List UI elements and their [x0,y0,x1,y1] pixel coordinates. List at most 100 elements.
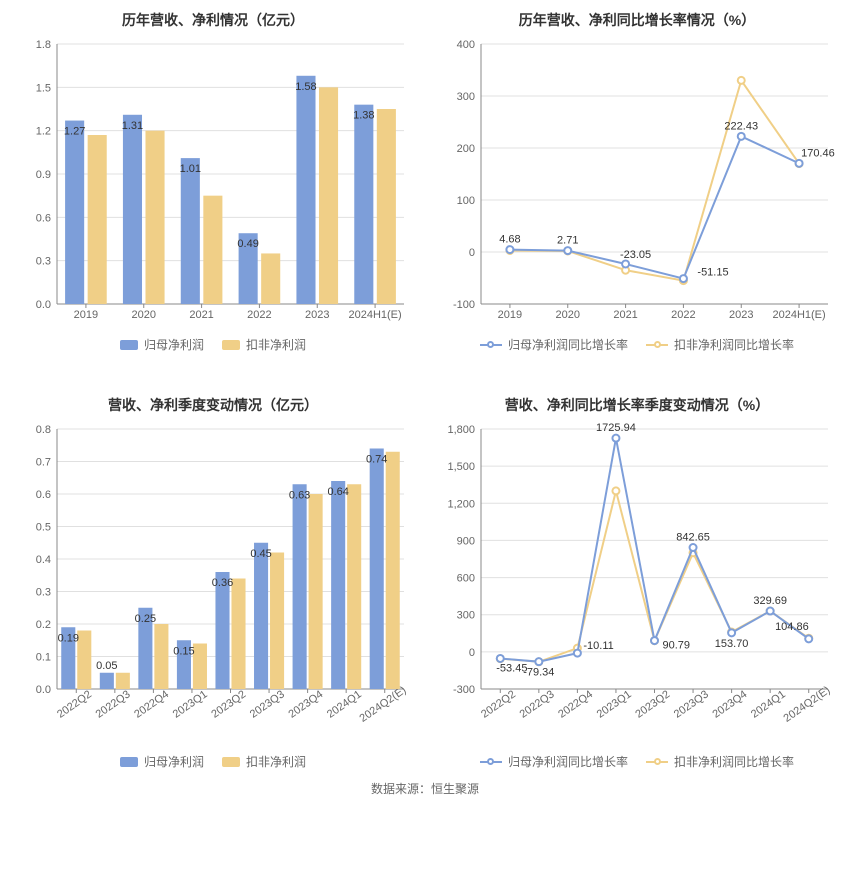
legend: 归母净利润同比增长率扣非净利润同比增长率 [480,753,794,770]
x-tick-label: 2023Q1 [594,688,633,720]
series-marker [737,77,744,84]
x-tick-label: 2022 [671,309,695,321]
bar [77,631,91,690]
x-tick-label: 2020 [555,309,579,321]
svg-text:300: 300 [456,610,474,622]
legend-swatch [646,757,668,767]
legend-label: 扣非净利润同比增长率 [674,753,794,770]
bar-value-label: 0.19 [57,632,78,644]
panel-quarterly-growth: 营收、净利同比增长率季度变动情况（%） -30003006009001,2001… [430,395,844,770]
svg-text:0.0: 0.0 [35,684,50,696]
svg-text:0.6: 0.6 [35,489,50,501]
legend: 归母净利润同比增长率 扣非净利润同比增长率 [480,336,794,353]
svg-text:0: 0 [468,247,474,259]
panel-quarterly-values: 营收、净利季度变动情况（亿元） 0.00.10.20.30.40.50.60.7… [6,395,420,770]
series-marker [612,435,619,442]
x-tick-label: 2024Q2(E) [781,684,832,725]
svg-text:0.6: 0.6 [35,212,50,224]
svg-text:0.8: 0.8 [35,424,50,436]
svg-text:1.2: 1.2 [35,126,50,138]
chart-title: 营收、净利季度变动情况（亿元） [108,395,318,415]
point-value-label: 104.86 [775,621,809,633]
point-value-label: 4.68 [499,234,520,246]
point-value-label: 170.46 [801,147,835,159]
chart-title: 历年营收、净利情况（亿元） [122,10,304,30]
bar [254,543,268,689]
svg-text:0.5: 0.5 [35,522,50,534]
x-tick-label: 2019 [73,309,97,321]
x-tick-label: 2021 [613,309,637,321]
bar [87,135,106,304]
panel-annual-growth: 历年营收、净利同比增长率情况（%） -100010020030040020192… [430,10,844,385]
bar-value-label: 0.15 [173,645,194,657]
legend-item: 归母净利润同比增长率 [480,336,628,353]
legend-swatch [222,757,240,767]
series-marker [564,247,571,254]
x-tick-label: 2023Q4 [710,688,749,720]
svg-text:0.3: 0.3 [35,587,50,599]
bar [122,115,141,304]
x-tick-label: 2022Q2 [479,688,518,720]
legend: 归母净利润 扣非净利润 [120,753,306,770]
svg-text:0.2: 0.2 [35,619,50,631]
bar [270,553,284,690]
point-value-label: 153.70 [714,638,748,650]
legend-swatch [646,340,668,350]
bar [296,76,315,304]
legend-swatch [222,340,240,350]
point-value-label: 222.43 [724,120,758,132]
x-tick-label: 2022Q3 [517,688,556,720]
dashboard-grid: 历年营收、净利情况（亿元） 0.00.30.60.91.21.51.820192… [0,0,850,774]
legend-label: 归母净利润同比增长率 [508,336,628,353]
x-tick-label: 2023Q4 [286,688,325,720]
bar [376,109,395,304]
svg-text:900: 900 [456,535,474,547]
point-value-label: -10.11 [583,640,613,652]
svg-text:1.8: 1.8 [35,39,50,51]
x-tick-label: 2021 [189,309,213,321]
series-marker [651,637,658,644]
point-value-label: 90.79 [662,640,690,652]
bar [308,494,322,689]
legend-swatch [120,340,138,350]
svg-text:0.0: 0.0 [35,299,50,311]
x-tick-label: 2020 [131,309,155,321]
x-tick-label: 2024Q2(E) [357,684,408,725]
point-value-label: 2.71 [557,235,578,247]
legend-label: 扣非净利润 [246,753,306,770]
x-tick-label: 2022Q3 [93,688,132,720]
series-marker [795,160,802,167]
legend-item: 扣非净利润 [222,336,306,353]
x-tick-label: 2023Q2 [209,688,248,720]
bar-value-label: 0.74 [366,454,387,466]
legend-label: 扣非净利润同比增长率 [674,336,794,353]
bar [318,87,337,304]
svg-text:0: 0 [468,647,474,659]
point-value-label: 1725.94 [596,423,636,434]
legend-swatch [120,757,138,767]
bar [192,644,206,690]
legend-swatch [480,340,502,350]
bar [331,481,345,689]
legend-label: 归母净利润 [144,336,204,353]
bar-value-label: 0.05 [96,660,117,672]
series-marker [737,133,744,140]
bar-value-label: 1.58 [295,81,316,93]
legend-item: 归母净利润 [120,336,204,353]
bar-value-label: 0.49 [237,238,258,250]
svg-text:-300: -300 [452,684,474,696]
legend-label: 归母净利润 [144,753,204,770]
series-marker [506,246,513,253]
svg-text:0.4: 0.4 [35,554,50,566]
series-marker [612,487,619,494]
bar-value-label: 1.38 [353,110,374,122]
bar [115,673,129,689]
svg-text:1,800: 1,800 [447,424,475,436]
bar [215,572,229,689]
bar-value-label: 0.36 [211,577,232,589]
bar-value-label: 1.27 [63,126,84,138]
x-tick-label: 2023Q1 [170,688,209,720]
bar [385,452,399,689]
series-marker [622,260,629,267]
series-marker [689,544,696,551]
